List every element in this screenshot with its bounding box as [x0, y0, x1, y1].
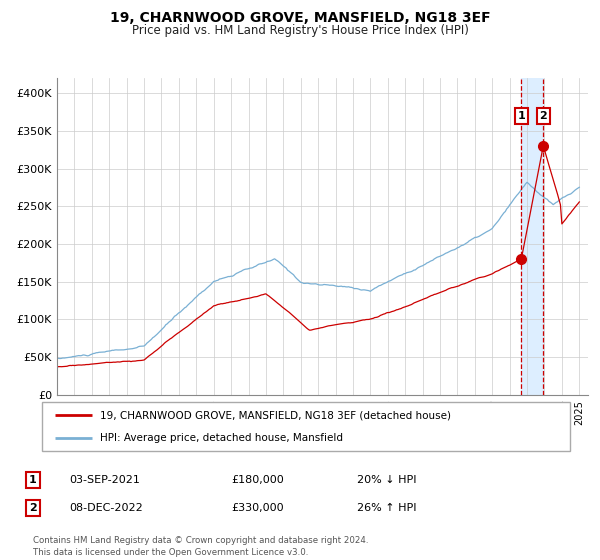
Text: 2: 2: [29, 503, 37, 513]
Text: 1: 1: [517, 111, 525, 121]
Text: 26% ↑ HPI: 26% ↑ HPI: [357, 503, 416, 513]
Text: 03-SEP-2021: 03-SEP-2021: [69, 475, 140, 485]
Text: Price paid vs. HM Land Registry's House Price Index (HPI): Price paid vs. HM Land Registry's House …: [131, 24, 469, 36]
Text: HPI: Average price, detached house, Mansfield: HPI: Average price, detached house, Mans…: [100, 433, 343, 444]
FancyBboxPatch shape: [42, 402, 570, 451]
Text: 19, CHARNWOOD GROVE, MANSFIELD, NG18 3EF: 19, CHARNWOOD GROVE, MANSFIELD, NG18 3EF: [110, 11, 490, 25]
Bar: [521, 78, 543, 395]
Text: 19, CHARNWOOD GROVE, MANSFIELD, NG18 3EF (detached house): 19, CHARNWOOD GROVE, MANSFIELD, NG18 3EF…: [100, 410, 451, 421]
Text: 2: 2: [539, 111, 547, 121]
Text: £180,000: £180,000: [231, 475, 284, 485]
Text: 08-DEC-2022: 08-DEC-2022: [69, 503, 143, 513]
Text: Contains HM Land Registry data © Crown copyright and database right 2024.
This d: Contains HM Land Registry data © Crown c…: [33, 536, 368, 557]
Text: £330,000: £330,000: [231, 503, 284, 513]
Text: 20% ↓ HPI: 20% ↓ HPI: [357, 475, 416, 485]
Text: 1: 1: [29, 475, 37, 485]
